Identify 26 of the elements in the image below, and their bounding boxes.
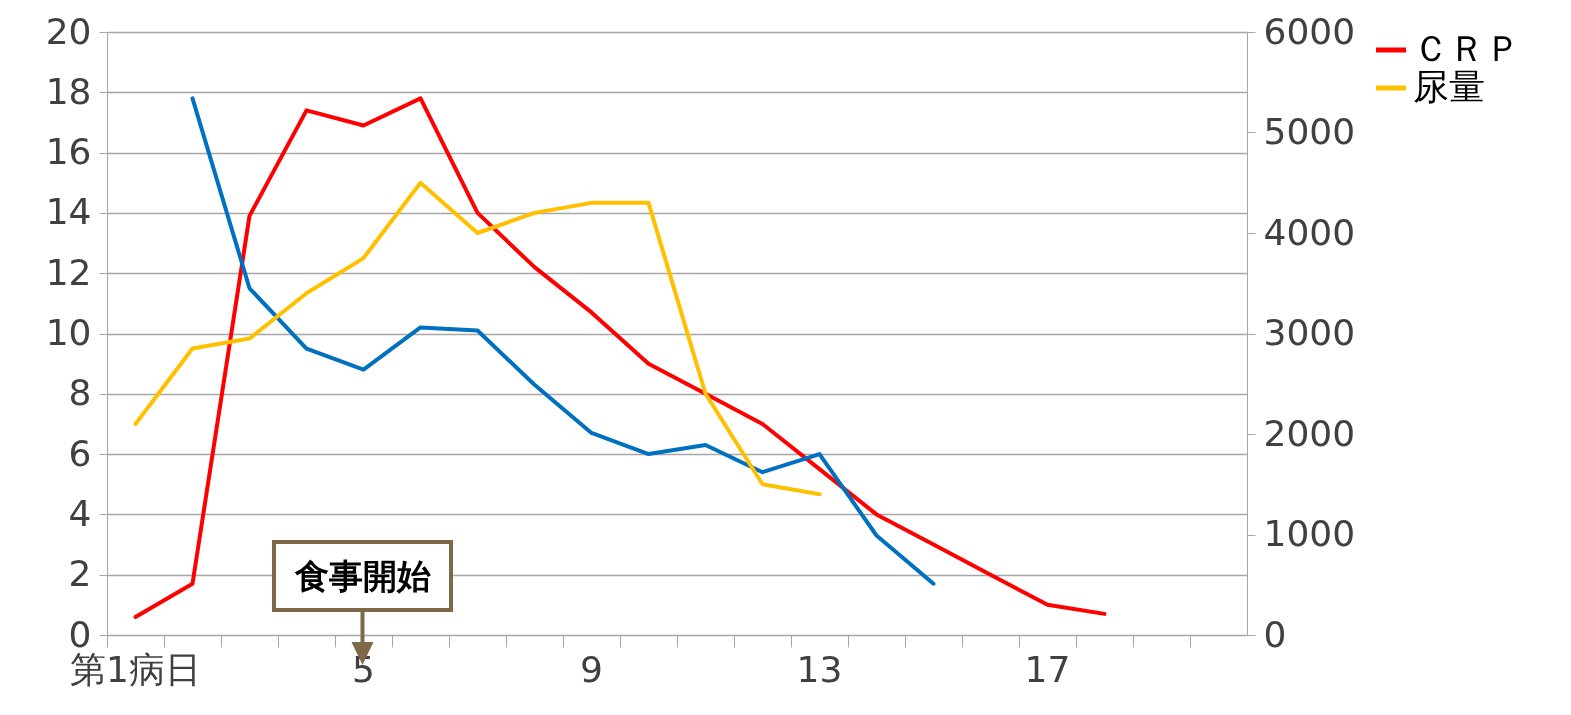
legend-label: 尿量 — [1413, 66, 1485, 107]
y-tick-label: 12 — [45, 251, 92, 293]
x-tick-label: 13 — [796, 648, 843, 690]
y2-tick-label: 1000 — [1263, 513, 1356, 554]
y2-tick-label: 5000 — [1263, 111, 1356, 152]
y-tick-label: 14 — [45, 191, 92, 233]
y-tick-label: 4 — [68, 492, 92, 534]
line-series — [133, 180, 822, 497]
y-tick-label: 8 — [68, 372, 92, 414]
y-tick-label: 6 — [68, 432, 92, 474]
y2-tick-label: 3000 — [1263, 312, 1356, 353]
y-tick-label: 10 — [45, 312, 92, 353]
y2-tick-label: 6000 — [1263, 10, 1356, 52]
x-tick-label: 9 — [580, 648, 603, 690]
y2-tick-label: 2000 — [1263, 412, 1356, 454]
line-series — [133, 96, 1107, 619]
legend-label: ＣＲＰ — [1413, 28, 1521, 69]
y2-tick-label: 4000 — [1263, 211, 1356, 253]
x-tick-label: 17 — [1024, 648, 1071, 690]
y-tick-label: 16 — [45, 131, 92, 173]
y-tick-label: 2 — [68, 553, 92, 595]
annotation: 食事開始 — [294, 556, 431, 596]
y2-tick-label: 0 — [1263, 613, 1287, 655]
y-tick-label: 18 — [45, 70, 92, 112]
y-tick-label: 20 — [45, 10, 92, 52]
x-tick-label: 第1病日 — [70, 648, 201, 690]
